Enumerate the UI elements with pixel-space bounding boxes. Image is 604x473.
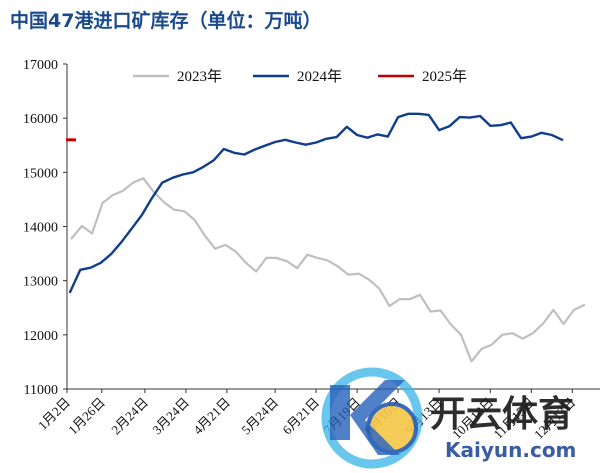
y-tick-label: 11000 [24,383,58,398]
y-tick-label: 12000 [23,329,58,344]
series-line-2023年 [70,177,586,363]
y-tick-label: 15000 [23,166,58,181]
x-tick-label: 6月21日 [279,395,322,438]
legend: 2023年 2024年 2025年 [133,68,467,85]
legend-label: 2023年 [177,68,222,85]
y-tick-label: 16000 [23,112,58,127]
x-tick-label: 4月21日 [190,395,233,438]
legend-label: 2024年 [297,68,342,85]
watermark-brand: 开云体育 [430,394,574,435]
x-tick-label: 3月24日 [149,395,192,438]
x-tick-label: 1月26日 [65,395,108,438]
axes: 110001200013000140001500016000170001月2日1… [23,58,600,442]
x-tick-label: 2月24日 [108,395,151,438]
y-tick-label: 14000 [23,221,58,236]
series-lines [66,112,586,363]
watermark-logo-k [330,380,405,455]
y-tick-label: 13000 [23,275,58,290]
x-tick-label: 5月24日 [238,395,281,438]
chart-title: 中国47港进口矿库存（单位：万吨） [10,10,322,32]
watermark-logo-swoosh [321,367,423,469]
series-line-2024年 [68,112,564,294]
watermark-site: Kaiyun.com [445,438,576,462]
y-tick-label: 17000 [23,58,58,73]
watermark: 开云体育 Kaiyun.com [321,367,576,469]
legend-label: 2025年 [422,68,467,85]
